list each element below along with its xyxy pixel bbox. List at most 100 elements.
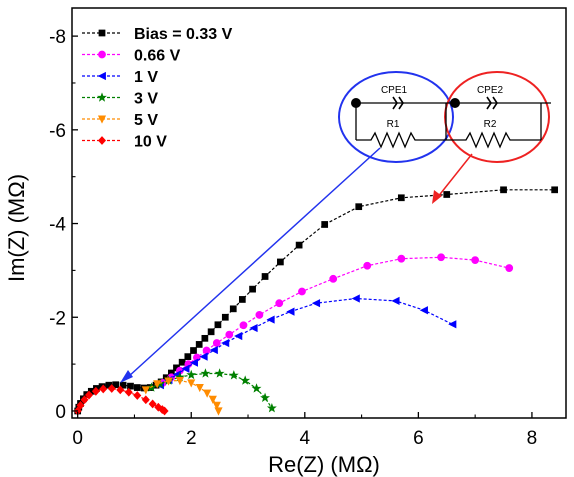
data-point <box>437 253 445 262</box>
data-point <box>505 264 514 272</box>
data-point <box>266 315 275 324</box>
circuit-label-r1: R1 <box>387 119 400 130</box>
legend-label: 0.66 V <box>134 48 181 65</box>
data-point <box>298 287 306 296</box>
series-layer <box>73 186 559 416</box>
x-tick-label: 0 <box>72 428 83 449</box>
data-point <box>311 299 321 308</box>
y-tick-label: -4 <box>49 215 66 236</box>
legend-marker <box>97 115 107 124</box>
data-point <box>187 379 196 388</box>
data-point <box>175 376 184 386</box>
series-line <box>77 189 555 412</box>
series-4 <box>141 376 223 416</box>
data-point <box>234 331 243 341</box>
data-point <box>141 386 150 395</box>
data-point <box>329 274 338 283</box>
y-axis-title: Im(Z) (MΩ) <box>4 174 29 282</box>
data-point <box>160 406 169 416</box>
data-point <box>500 186 507 194</box>
x-tick-label: 2 <box>186 428 197 449</box>
data-point <box>266 402 277 413</box>
data-point <box>76 400 85 410</box>
legend: Bias = 0.33 V 0.66 V 1 V 3 V 5 V 10 V <box>82 26 233 151</box>
data-point <box>195 384 204 393</box>
data-point <box>202 346 211 355</box>
y-tick-label: -8 <box>49 27 66 48</box>
y-axis: 0 -2 -4 -6 -8 <box>49 27 78 423</box>
data-point <box>214 407 223 416</box>
data-point <box>240 375 251 385</box>
data-point <box>164 377 173 386</box>
legend-marker <box>98 29 106 37</box>
annotation-arrow-red <box>436 153 473 199</box>
data-point <box>255 311 264 319</box>
x-axis-title: Re(Z) (MΩ) <box>268 452 380 477</box>
data-point <box>221 338 230 348</box>
y-tick-label: -6 <box>49 121 66 142</box>
series-1 <box>158 253 514 387</box>
legend-label: 10 V <box>134 134 167 151</box>
y-tick-label: -2 <box>49 308 66 329</box>
data-point <box>260 392 270 403</box>
annotation-arrowhead-blue <box>120 370 133 383</box>
data-point <box>214 321 222 329</box>
circuit-label-cpe1: CPE1 <box>381 85 408 96</box>
data-point <box>184 353 192 360</box>
data-point <box>208 395 217 404</box>
data-point <box>209 345 218 355</box>
data-point <box>363 261 372 270</box>
data-point <box>212 339 221 347</box>
data-point <box>471 256 480 264</box>
data-point <box>133 391 142 400</box>
data-point <box>277 258 284 266</box>
data-point <box>186 369 197 380</box>
data-point <box>251 383 262 393</box>
annotation-arrow-blue <box>127 147 381 378</box>
data-point <box>443 191 451 198</box>
data-point <box>148 399 157 409</box>
y-tick-label: 0 <box>55 402 66 423</box>
data-point <box>80 395 89 405</box>
x-tick-label: 6 <box>413 428 424 449</box>
data-point <box>85 390 94 400</box>
data-point <box>249 323 258 333</box>
data-point <box>124 387 133 397</box>
circuit-node-2 <box>450 98 460 108</box>
data-point <box>351 294 360 303</box>
data-point <box>178 358 186 366</box>
data-point <box>99 384 108 394</box>
data-point <box>321 221 329 228</box>
data-point <box>229 305 237 313</box>
data-point <box>112 381 120 389</box>
annotation-arrowhead-red <box>432 190 442 204</box>
data-point <box>391 296 400 305</box>
equivalent-circuit-inset: CPE1 R1 CPE2 R2 <box>120 71 551 383</box>
data-point <box>286 307 295 316</box>
data-point <box>397 254 406 263</box>
legend-label: 5 V <box>134 112 158 129</box>
series-line <box>162 256 510 384</box>
legend-marker <box>97 92 107 102</box>
data-point <box>201 334 209 342</box>
series-0 <box>74 186 559 415</box>
data-point <box>238 296 246 303</box>
legend-marker <box>98 50 106 59</box>
data-point <box>228 370 239 380</box>
data-point <box>181 364 190 373</box>
x-tick-label: 4 <box>300 428 311 449</box>
data-point <box>195 341 203 348</box>
circuit-label-cpe2: CPE2 <box>477 85 504 96</box>
data-point <box>190 347 197 354</box>
data-point <box>295 241 303 249</box>
data-point <box>133 384 141 391</box>
legend-label: Bias = 0.33 V <box>134 26 233 43</box>
data-point <box>419 306 428 315</box>
data-point <box>261 273 269 280</box>
data-point <box>189 358 198 367</box>
data-point <box>551 186 559 194</box>
data-point <box>212 401 221 410</box>
data-point <box>203 389 212 398</box>
data-point <box>107 384 116 393</box>
